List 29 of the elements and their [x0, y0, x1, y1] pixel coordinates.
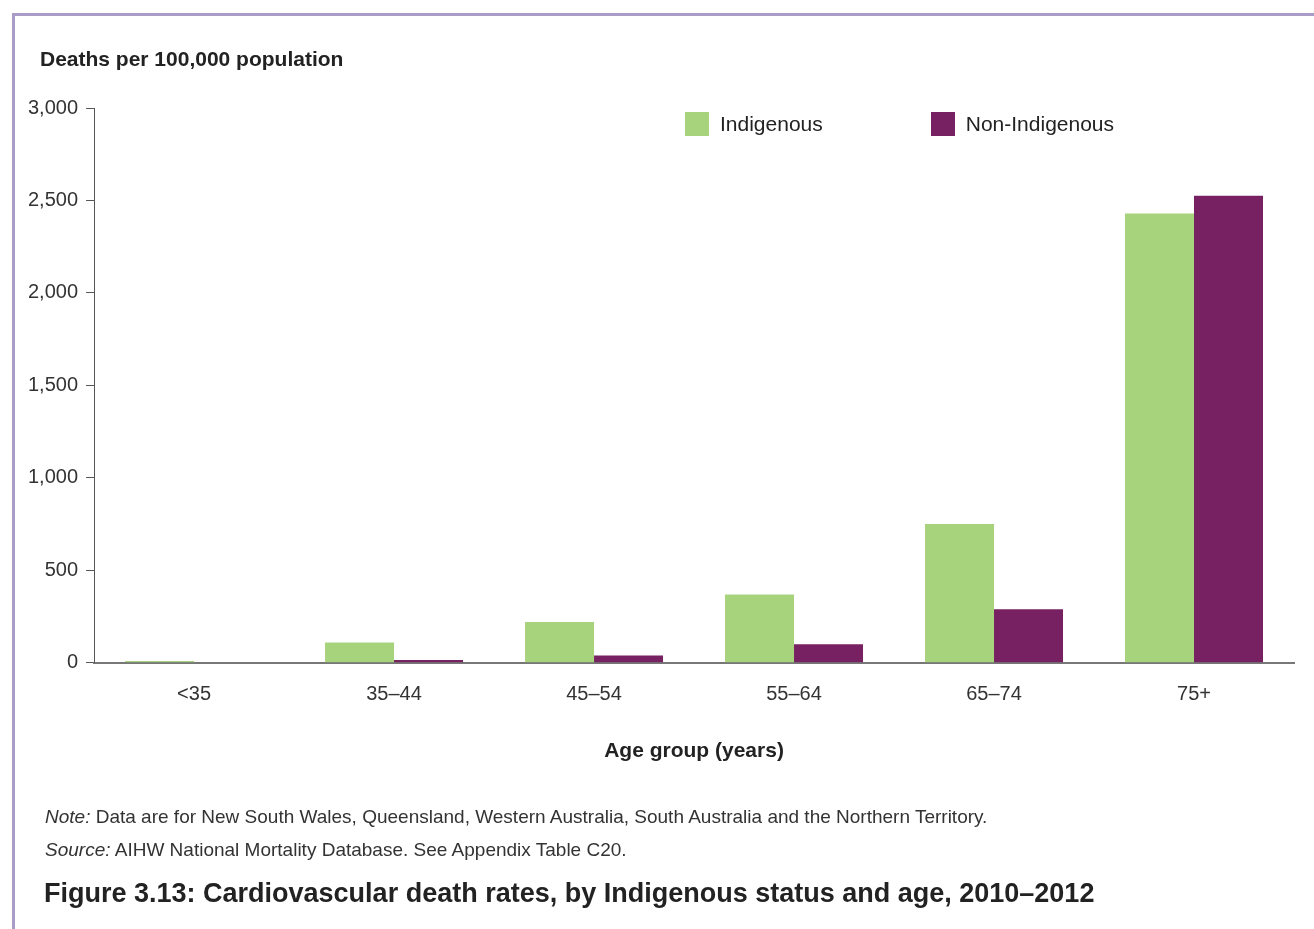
bar: [994, 609, 1064, 663]
y-tick-label: 1,500: [27, 372, 79, 395]
bar: [525, 622, 595, 663]
y-tick-label: 0: [66, 650, 79, 673]
bar: [925, 524, 995, 663]
y-tick-label: 2,000: [27, 280, 79, 303]
bar: [1125, 213, 1194, 663]
x-tick-label: 65–74: [966, 682, 1022, 705]
source-note: Source: AIHW National Mortality Database. See Appendix Table C20.: [45, 838, 628, 862]
x-tick-label: <35: [177, 682, 212, 705]
y-tick-label: 2,500: [27, 187, 79, 210]
bar: [594, 655, 664, 663]
bar: [725, 594, 795, 663]
bar: [794, 644, 864, 663]
x-axis-title: Age group (years): [604, 738, 784, 762]
x-tick-label: 55–64: [766, 682, 822, 705]
text: Figure 3.13: Cardiovascular death rates, by Indigenous status and age, 2010–2012: [44, 878, 1095, 909]
bar: [1194, 195, 1263, 663]
text: Note: Data are for New South Wales, Queensland, Western Australia, South Australia and the Northern Territory.: [45, 805, 988, 829]
bar: [325, 642, 395, 663]
x-tick-label: 35–44: [366, 682, 422, 705]
y-tick-label: 3,000: [27, 95, 79, 118]
y-tick-label: 500: [44, 557, 79, 580]
legend-label: Non-Indigenous: [965, 112, 1115, 136]
y-axis-title: Deaths per 100,000 population: [40, 47, 344, 71]
legend-label: Indigenous: [720, 112, 823, 136]
x-tick-label: 75+: [1177, 682, 1211, 705]
y-tick-label: 1,000: [27, 465, 79, 488]
x-tick-label: 45–54: [566, 682, 622, 705]
